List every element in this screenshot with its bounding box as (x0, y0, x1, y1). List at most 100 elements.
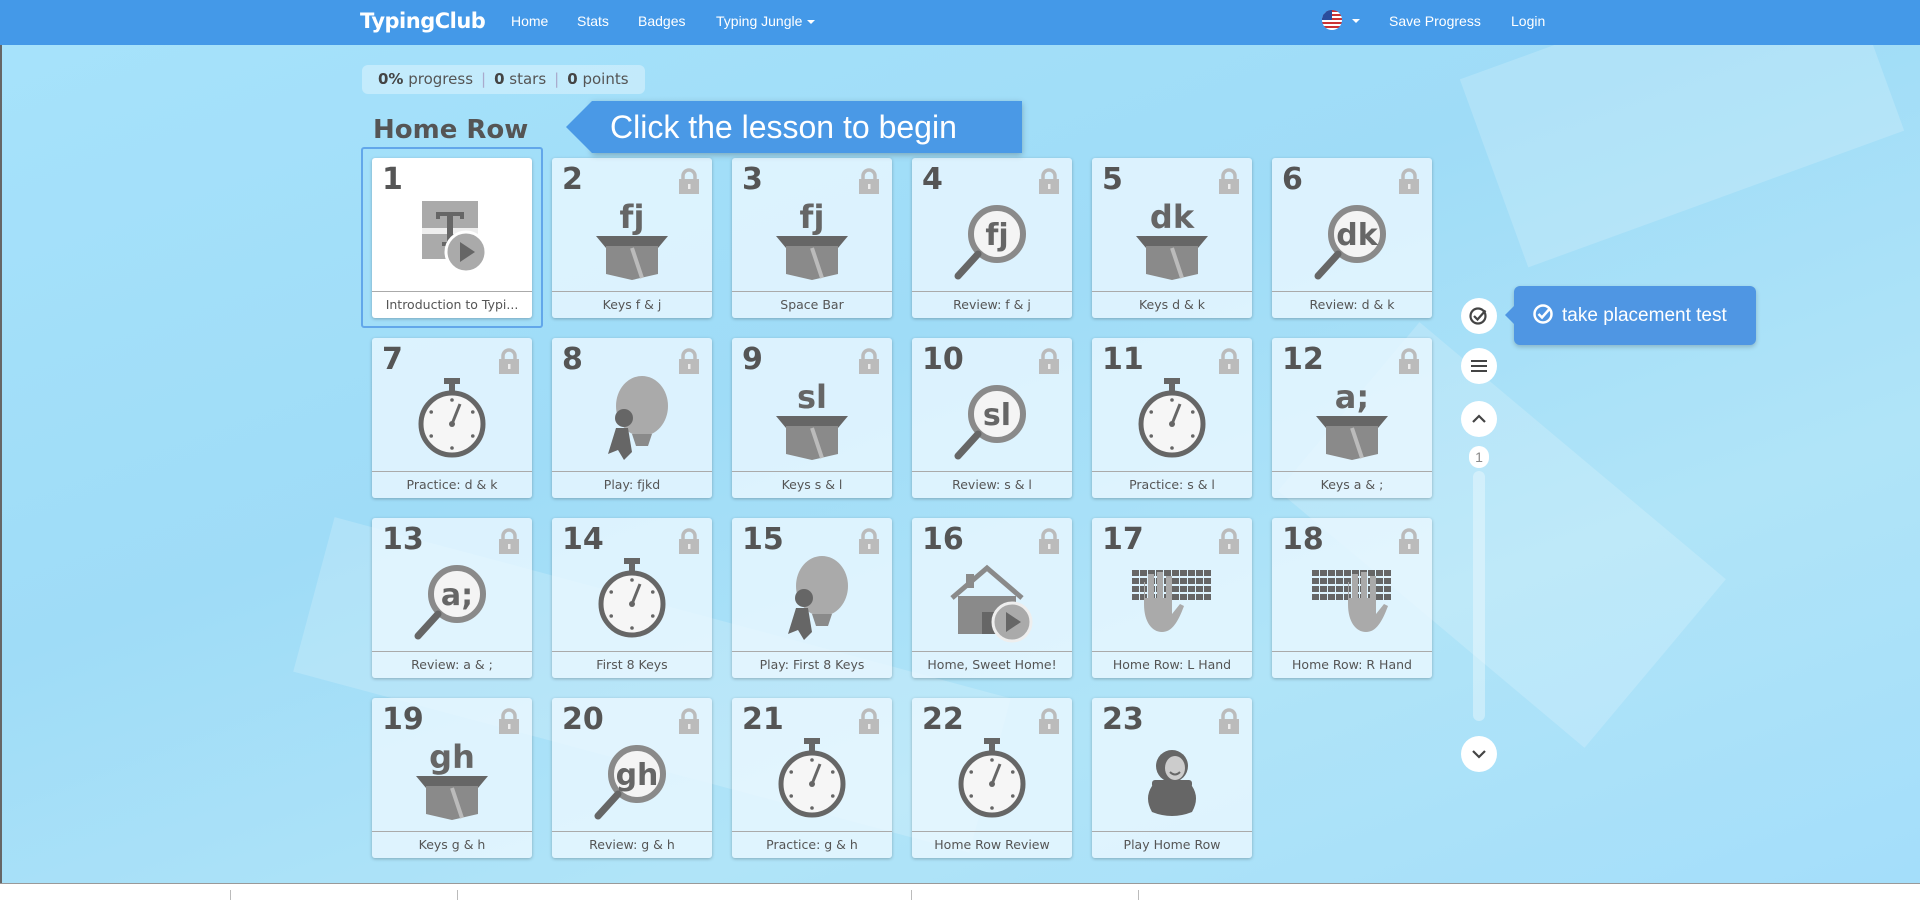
lesson-label: Review: g & h (552, 831, 712, 858)
magnifier-icon: gh (594, 745, 666, 820)
lesson-card[interactable]: 17 Home Row: L Hand (1092, 518, 1252, 678)
lesson-card[interactable]: 1 Introduction to Typi... (372, 158, 532, 318)
lock-icon (679, 348, 699, 374)
svg-text:fj: fj (800, 198, 825, 236)
lock-indicator (858, 168, 880, 199)
lock-indicator (1038, 528, 1060, 559)
placement-test-tooltip[interactable]: take placement test (1505, 286, 1756, 345)
lesson-label: Keys f & j (552, 291, 712, 318)
points-label: points (582, 70, 629, 88)
lock-indicator (858, 348, 880, 379)
placement-test-label: take placement test (1562, 305, 1727, 326)
lesson-card[interactable]: 14 First 8 Keys (552, 518, 712, 678)
lesson-number: 11 (1102, 342, 1144, 377)
stars-value: 0 (494, 70, 505, 88)
lesson-card[interactable]: 22 Home Row Review (912, 698, 1072, 858)
menu-button[interactable] (1461, 348, 1497, 384)
navbar: TypingClub Home Stats Badges Typing Jung… (0, 0, 1920, 45)
lesson-number: 6 (1282, 162, 1303, 197)
lesson-card[interactable]: 12 a; Keys a & ; (1272, 338, 1432, 498)
scroll-up-button[interactable] (1461, 401, 1497, 437)
placement-test-button[interactable] (1461, 298, 1497, 334)
footer-bar (0, 883, 1920, 900)
check-circle-icon (1533, 304, 1553, 324)
box-icon: sl (776, 378, 848, 460)
stars-label: stars (509, 70, 547, 88)
lesson-label: Keys a & ; (1272, 471, 1432, 498)
lesson-card[interactable]: 19 gh Keys g & h (372, 698, 532, 858)
page-indicator: 1 (1469, 446, 1489, 468)
lesson-label: Practice: g & h (732, 831, 892, 858)
lesson-card[interactable]: 18 Home Row: R Hand (1272, 518, 1432, 678)
lesson-card[interactable]: 11 Practice: s & l (1092, 338, 1252, 498)
lock-icon (1219, 348, 1239, 374)
nav-home[interactable]: Home (511, 13, 549, 29)
login-link[interactable]: Login (1511, 13, 1546, 29)
lock-icon (679, 528, 699, 554)
lock-indicator (678, 168, 700, 199)
lock-indicator (858, 528, 880, 559)
lesson-number: 16 (922, 522, 964, 557)
lock-icon (1219, 708, 1239, 734)
lesson-card[interactable]: 7 Practice: d & k (372, 338, 532, 498)
nav-stats[interactable]: Stats (577, 13, 609, 29)
lesson-number: 18 (1282, 522, 1324, 557)
lesson-card[interactable]: 21 Practice: g & h (732, 698, 892, 858)
lesson-number: 23 (1102, 702, 1144, 737)
box-icon: gh (416, 738, 488, 820)
lesson-number: 1 (382, 162, 403, 197)
stopwatch-icon (598, 558, 666, 638)
lesson-number: 19 (382, 702, 424, 737)
lesson-label: Review: d & k (1272, 291, 1432, 318)
lesson-card[interactable]: 3 fj Space Bar (732, 158, 892, 318)
lock-icon (499, 708, 519, 734)
lesson-card[interactable]: 8 Play: fjkd (552, 338, 712, 498)
hamburger-icon (1471, 360, 1487, 372)
lesson-number: 15 (742, 522, 784, 557)
scroll-down-button[interactable] (1461, 736, 1497, 772)
nav-badges[interactable]: Badges (638, 13, 686, 29)
save-progress-link[interactable]: Save Progress (1389, 13, 1481, 29)
lock-icon (499, 528, 519, 554)
magnifier-icon: sl (954, 385, 1026, 460)
lock-indicator (1218, 708, 1240, 739)
lesson-card[interactable]: 6 dk Review: d & k (1272, 158, 1432, 318)
lesson-card[interactable]: 23 Play Home Row (1092, 698, 1252, 858)
lesson-number: 5 (1102, 162, 1123, 197)
svg-text:gh: gh (429, 738, 475, 776)
lesson-label: Practice: s & l (1092, 471, 1252, 498)
lock-icon (1039, 168, 1059, 194)
lesson-card[interactable]: 4 fj Review: f & j (912, 158, 1072, 318)
us-flag-icon[interactable] (1322, 10, 1342, 30)
progress-value: 0% (378, 70, 404, 88)
lesson-card[interactable]: 2 fj Keys f & j (552, 158, 712, 318)
lesson-label: First 8 Keys (552, 651, 712, 678)
lock-indicator (678, 528, 700, 559)
lock-indicator (1398, 168, 1420, 199)
svg-text:fj: fj (985, 218, 1008, 253)
lock-icon (679, 168, 699, 194)
svg-text:sl: sl (797, 378, 827, 416)
lesson-card[interactable]: 20 gh Review: g & h (552, 698, 712, 858)
lesson-label: Home Row: R Hand (1272, 651, 1432, 678)
lesson-card[interactable]: 16 Home, Sweet Home! (912, 518, 1072, 678)
brand-logo[interactable]: TypingClub (360, 9, 486, 33)
points-value: 0 (567, 70, 578, 88)
lock-indicator (1398, 528, 1420, 559)
lesson-card[interactable]: 9 sl Keys s & l (732, 338, 892, 498)
nav-typing-jungle[interactable]: Typing Jungle (716, 13, 816, 29)
lesson-label: Practice: d & k (372, 471, 532, 498)
lock-icon (1039, 708, 1059, 734)
lock-indicator (498, 528, 520, 559)
lesson-card[interactable]: 5 dk Keys d & k (1092, 158, 1252, 318)
lesson-card[interactable]: 10 sl Review: s & l (912, 338, 1072, 498)
divider (911, 890, 912, 900)
bg-shape (1459, 45, 1905, 268)
scrollbar-track[interactable] (1473, 471, 1485, 721)
lesson-card[interactable]: 13 a; Review: a & ; (372, 518, 532, 678)
caret-down-icon[interactable] (1352, 19, 1360, 23)
lesson-card[interactable]: 15 Play: First 8 Keys (732, 518, 892, 678)
lock-icon (859, 528, 879, 554)
stopwatch-icon (1138, 378, 1206, 458)
lesson-label: Keys g & h (372, 831, 532, 858)
